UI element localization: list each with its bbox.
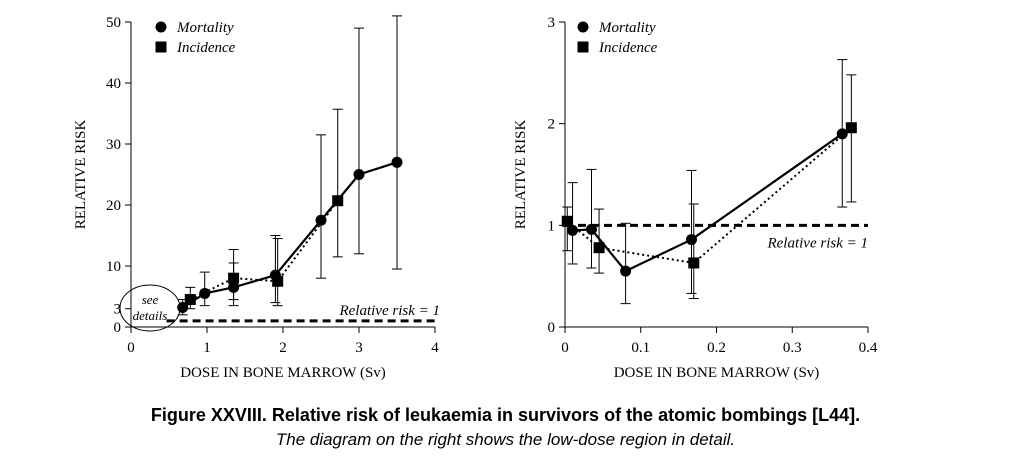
data-point-circle [315,214,327,226]
data-point-square [688,257,700,269]
legend-marker-square [577,41,589,53]
x-axis-label: DOSE IN BONE MARROW (Sv) [180,365,386,381]
x-tick-label: 4 [431,340,439,356]
data-point-square [593,242,605,254]
series-line [566,126,852,265]
legend-marker-circle [155,21,167,33]
y-axis-label: RELATIVE RISK [513,120,529,230]
x-tick-label: 0.3 [783,340,802,356]
x-tick-label: 0.2 [707,340,726,356]
y-tick-label: 10 [106,259,121,275]
data-point-square [184,294,196,306]
data-point-circle [686,234,698,246]
data-point-square [272,275,284,287]
x-axis-label: DOSE IN BONE MARROW (Sv) [614,365,820,381]
x-tick-label: 0 [561,340,569,356]
legend-marker-square [155,41,167,53]
data-point-circle [391,156,403,168]
x-tick-label: 1 [203,340,211,356]
y-tick-label: 30 [106,137,121,153]
series-incidence [561,74,857,300]
legend: Mortality Incidence [155,20,236,56]
series-incidence [184,108,344,310]
series-line [182,161,398,309]
x-tick-label: 2 [279,340,287,356]
y-tick-label: 50 [106,15,121,31]
chart-panel-left: 0 3 10 20 30 40 50 0 1 2 3 4 DOSE IN BONE MARROW (Sv… [73,15,440,381]
legend-label: Incidence [598,40,658,56]
reference-line-label: Relative risk = 1 [338,303,440,319]
legend: Mortality Incidence [577,20,658,56]
legend-label: Incidence [176,40,236,56]
y-tick-label: 1 [548,218,556,234]
series-mortality [177,15,403,316]
data-point-square [845,122,857,134]
y-tick-label: 20 [106,198,121,214]
reference-line-label: Relative risk = 1 [766,235,868,251]
y-tick-label: 2 [548,117,556,133]
legend-label: Mortality [176,20,234,36]
chart-panel-right: 0 1 2 3 0 0.1 0.2 0.3 0.4 DOSE IN BONE MARROW (Sv… [513,15,878,381]
data-point-circle [586,223,598,235]
y-axis-label: RELATIVE RISK [73,120,89,230]
series-line [189,200,339,301]
data-point-square [332,195,344,207]
legend-marker-circle [577,21,589,33]
x-tick-label: 3 [355,340,363,356]
y-tick-label: 3 [114,302,122,318]
x-tick-label: 0.1 [631,340,650,356]
see-details-label: see [142,292,159,307]
data-point-square [561,215,573,227]
data-point-circle [620,265,632,277]
y-tick-label: 0 [114,320,122,336]
see-details-label: details [133,308,168,323]
x-tick-label: 0 [127,340,135,356]
data-point-circle [353,169,365,180]
x-tick-label: 0.4 [859,340,878,356]
data-point-square [228,272,240,284]
figure-caption-subtitle: The diagram on the right shows the low-d… [275,430,736,449]
y-tick-label: 0 [548,320,556,336]
figure-caption-title: Figure XXVIII. Relative risk of leukaemi… [150,405,861,425]
legend-label: Mortality [598,20,656,36]
y-tick-label: 40 [106,76,121,92]
y-tick-label: 3 [548,15,556,31]
series-mortality [567,59,848,305]
